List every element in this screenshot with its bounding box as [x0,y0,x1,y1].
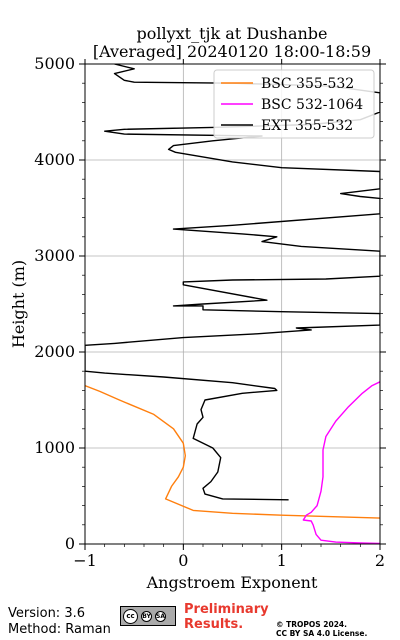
x-tick-label: 0 [178,551,188,570]
y-tick-label: 5000 [34,54,75,73]
version-text: Version: 3.6 [8,606,85,621]
y-tick-label: 1000 [34,438,75,457]
series-layer [85,64,380,544]
legend-label: EXT 355-532 [261,118,353,134]
x-tick-label: 1 [277,551,287,570]
cc-license-badge: cc BY SA [120,606,176,626]
sa-icon: SA [155,610,166,622]
y-axis-label: Height (m) [9,260,28,348]
chart-title: pollyxt_tjk at Dushanbe [136,24,327,43]
legend-box [213,69,375,139]
series-line-bsc-355-532 [85,384,380,519]
chart-subtitle: [Averaged] 20240120 18:00-18:59 [93,42,371,61]
plot-frame [84,63,381,545]
x-tick-label: 2 [375,551,385,570]
legend: BSC 355-532 BSC 532-1064 EXT 355-532 [213,69,375,139]
footer-info: Version: 3.6 Method: Raman [8,606,111,638]
by-icon: BY [141,610,152,622]
cc-icon: cc [123,608,138,624]
y-tick-label: 4000 [34,150,75,169]
preliminary-results-text: Preliminary Results. [184,602,269,632]
y-tick-label: 0 [65,534,75,553]
legend-label: BSC 355-532 [261,76,354,92]
y-tick-label: 3000 [34,246,75,265]
x-axis-label: Angstroem Exponent [146,573,318,592]
y-tick-label: 2000 [34,342,75,361]
legend-label: BSC 532-1064 [261,97,363,113]
x-tick-label: −1 [73,551,97,570]
copyright-text: © TROPOS 2024. CC BY SA 4.0 License. [276,620,368,638]
method-text: Method: Raman [8,622,111,637]
series-line-ext-355-532 [85,64,380,501]
series-line-bsc-532-1064 [302,381,380,544]
